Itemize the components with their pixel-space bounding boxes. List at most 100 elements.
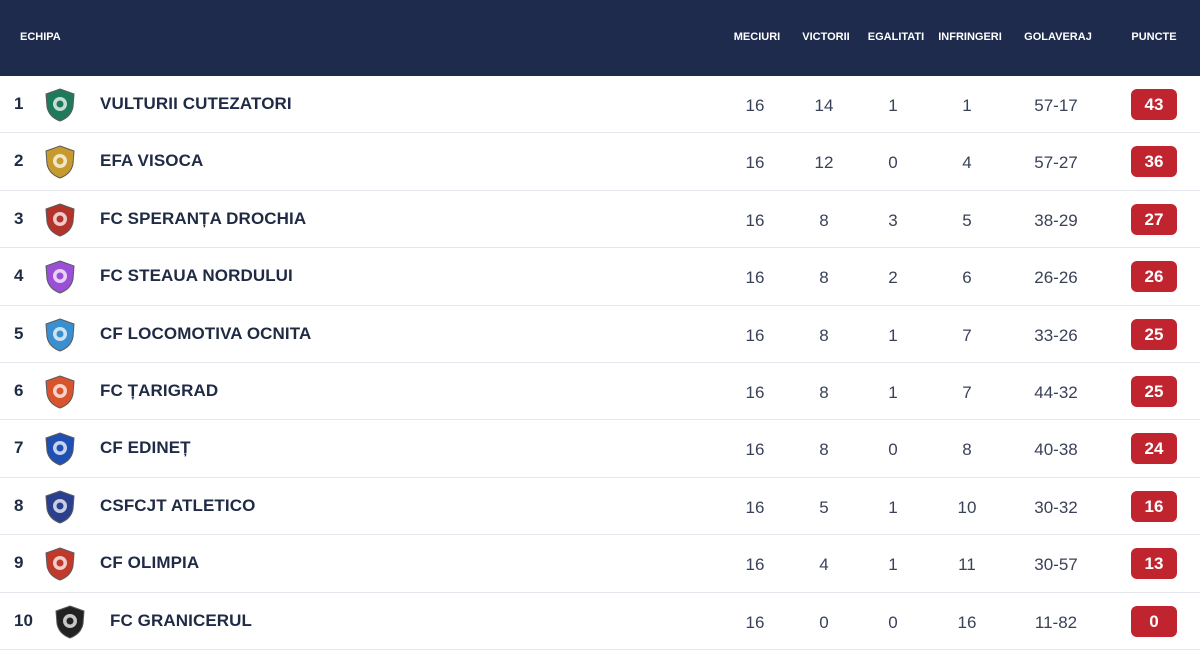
team-name[interactable]: CSFCJT ATLETICO xyxy=(100,495,256,515)
table-row[interactable]: 5 CF LOCOMOTIVA OCNITA 16 8 1 7 33-26 25 xyxy=(0,306,1200,363)
olimpia-logo-icon xyxy=(42,546,78,582)
table-row[interactable]: 1 VULTURII CUTEZATORI 16 14 1 1 57-17 43 xyxy=(0,76,1200,134)
row-position: 4 xyxy=(14,266,24,286)
played-value: 16 xyxy=(745,96,765,115)
wins-value: 5 xyxy=(819,497,829,517)
row-position: 6 xyxy=(14,380,24,400)
draws-value: 1 xyxy=(888,382,898,402)
goals-value: 30-57 xyxy=(1034,555,1078,575)
goals-value: 44-32 xyxy=(1034,382,1078,402)
table-row[interactable]: 4 FC STEAUA NORDULUI 16 8 2 6 26-26 26 xyxy=(0,248,1200,306)
team-name[interactable]: CF OLIMPIA xyxy=(100,553,200,573)
draws-value: 2 xyxy=(888,268,898,288)
points-badge: 13 xyxy=(1131,548,1177,580)
played-value: 16 xyxy=(745,612,765,632)
row-position: 9 xyxy=(14,553,24,573)
speranta-logo-icon xyxy=(42,202,78,238)
team-name[interactable]: FC GRANICERUL xyxy=(110,610,253,630)
played-value: 16 xyxy=(745,382,765,402)
row-position: 8 xyxy=(14,495,24,515)
points-badge: 25 xyxy=(1131,375,1177,407)
wins-value: 14 xyxy=(814,96,834,115)
played-value: 16 xyxy=(745,153,765,173)
played-value: 16 xyxy=(745,497,765,517)
row-position: 2 xyxy=(14,151,24,171)
points-badge: 27 xyxy=(1131,203,1177,235)
wins-value: 12 xyxy=(814,153,834,173)
goals-value: 38-29 xyxy=(1034,210,1078,230)
wins-value: 8 xyxy=(819,325,829,345)
wins-value: 4 xyxy=(819,555,829,575)
points-badge: 25 xyxy=(1131,318,1177,350)
table-header: ECHIPA MECIURI VICTORII EGALITATI INFRIN… xyxy=(0,0,1200,76)
goals-value: 40-38 xyxy=(1034,440,1078,460)
played-value: 16 xyxy=(745,210,765,230)
atletico-logo-icon xyxy=(42,489,78,525)
team-name[interactable]: FC SPERANȚA DROCHIA xyxy=(100,208,307,228)
wins-value: 8 xyxy=(819,268,829,288)
goals-value: 33-26 xyxy=(1034,325,1078,345)
points-badge: 43 xyxy=(1131,89,1177,120)
tarigrad-logo-icon xyxy=(42,374,78,410)
losses-value: 4 xyxy=(962,153,972,173)
granicerul-logo-icon xyxy=(52,604,88,640)
row-position: 5 xyxy=(14,323,24,343)
losses-value: 6 xyxy=(962,268,972,288)
wins-value: 8 xyxy=(819,382,829,402)
visoca-logo-icon xyxy=(42,144,78,180)
losses-value: 5 xyxy=(962,210,972,230)
wins-value: 0 xyxy=(819,612,829,632)
goals-value: 57-17 xyxy=(1034,96,1078,115)
points-badge: 26 xyxy=(1131,261,1177,293)
losses-value: 8 xyxy=(962,440,972,460)
wins-value: 8 xyxy=(819,210,829,230)
row-position: 1 xyxy=(14,94,24,113)
table-row[interactable]: 10 FC GRANICERUL 16 0 0 16 11-82 0 xyxy=(0,593,1200,650)
edinet-logo-icon xyxy=(42,431,78,467)
draws-value: 1 xyxy=(888,96,898,115)
goals-value: 26-26 xyxy=(1034,268,1078,288)
played-value: 16 xyxy=(745,325,765,345)
team-name[interactable]: EFA VISOCA xyxy=(100,151,204,171)
played-value: 16 xyxy=(745,555,765,575)
team-name[interactable]: FC STEAUA NORDULUI xyxy=(100,266,293,286)
losses-value: 10 xyxy=(957,497,977,517)
points-badge: 24 xyxy=(1131,433,1177,465)
team-name[interactable]: VULTURII CUTEZATORI xyxy=(100,94,292,113)
losses-value: 7 xyxy=(962,325,972,345)
points-badge: 0 xyxy=(1131,605,1177,637)
team-name[interactable]: CF EDINEȚ xyxy=(100,438,191,458)
table-row[interactable]: 6 FC ȚARIGRAD 16 8 1 7 44-32 25 xyxy=(0,363,1200,421)
vulturii-logo-icon xyxy=(42,87,78,123)
header-wins: VICTORII xyxy=(802,31,850,43)
locomotiva-logo-icon xyxy=(42,317,78,353)
played-value: 16 xyxy=(745,268,765,288)
row-position: 3 xyxy=(14,208,24,228)
table-row[interactable]: 2 EFA VISOCA 16 12 0 4 57-27 36 xyxy=(0,133,1200,191)
header-team: ECHIPA xyxy=(20,31,61,43)
draws-value: 0 xyxy=(888,440,898,460)
draws-value: 0 xyxy=(888,153,898,173)
table-row[interactable]: 8 CSFCJT ATLETICO 16 5 1 10 30-32 16 xyxy=(0,478,1200,536)
table-row[interactable]: 7 CF EDINEȚ 16 8 0 8 40-38 24 xyxy=(0,420,1200,478)
team-name[interactable]: FC ȚARIGRAD xyxy=(100,380,219,400)
table-row[interactable]: 9 CF OLIMPIA 16 4 1 11 30-57 13 xyxy=(0,535,1200,593)
points-badge: 16 xyxy=(1131,490,1177,522)
played-value: 16 xyxy=(745,440,765,460)
table-body: 1 VULTURII CUTEZATORI 16 14 1 1 57-17 43 2 EFA VI… xyxy=(0,76,1200,650)
row-position: 10 xyxy=(14,610,33,630)
draws-value: 3 xyxy=(888,210,898,230)
losses-value: 11 xyxy=(958,555,976,575)
steaua-logo-icon xyxy=(42,259,78,295)
goals-value: 30-32 xyxy=(1034,497,1078,517)
losses-value: 16 xyxy=(957,612,977,632)
header-played: MECIURI xyxy=(733,31,781,43)
goals-value: 57-27 xyxy=(1034,153,1078,173)
team-name[interactable]: CF LOCOMOTIVA OCNITA xyxy=(100,323,312,343)
row-position: 7 xyxy=(14,438,24,458)
header-draws: EGALITATI xyxy=(867,31,925,43)
table-row[interactable]: 3 FC SPERANȚA DROCHIA 16 8 3 5 38-29 27 xyxy=(0,191,1200,249)
draws-value: 1 xyxy=(888,497,898,517)
header-goal-diff: GOLAVERAJ xyxy=(1024,31,1092,43)
